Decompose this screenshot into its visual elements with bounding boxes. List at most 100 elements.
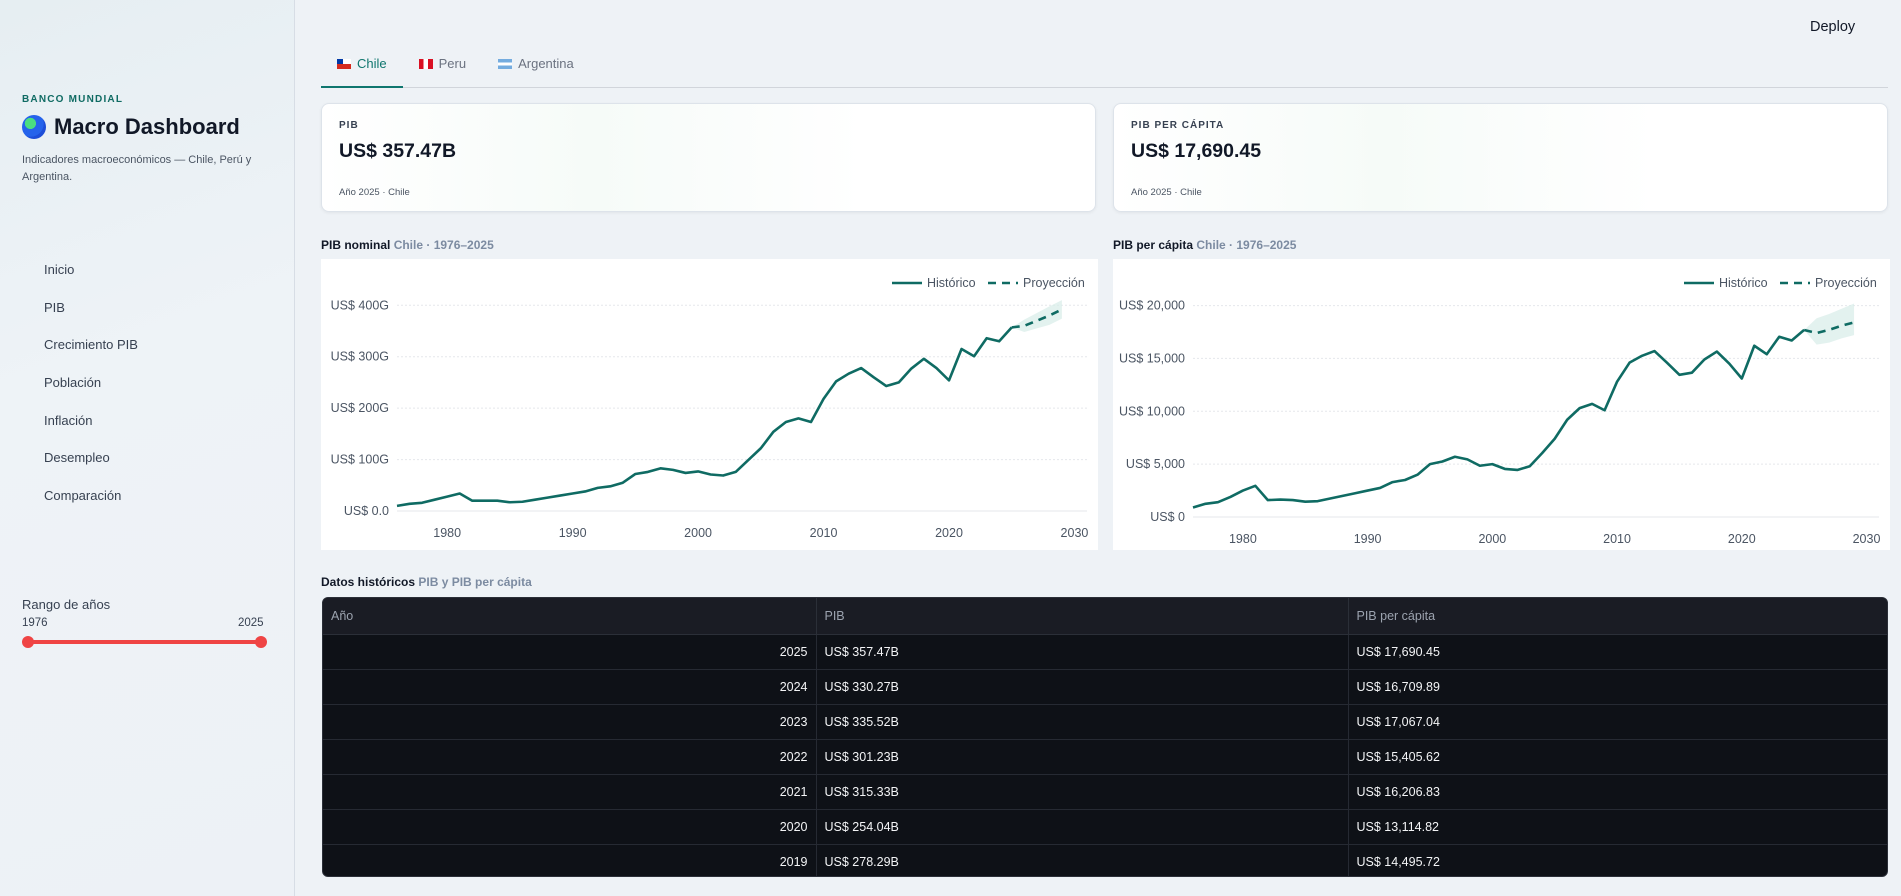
chart-title-sub: Chile · 1976–2025 [393, 238, 494, 252]
sidebar-item-inicio[interactable]: Inicio [44, 262, 75, 277]
chart-title-main: PIB nominal [321, 238, 391, 252]
y-tick-label: US$ 100G [331, 453, 389, 467]
chart-pib-per-capita-svg: US$ 0 US$ 5,000 US$ 10,000 US$ 15,000 US$ 20… [1119, 276, 1881, 546]
column-header-pib-per-capita[interactable]: PIB per cápita [1348, 598, 1887, 635]
cell-year[interactable]: 2022 [323, 739, 817, 775]
flag-peru-icon [418, 59, 433, 69]
brand-kicker: BANCO MUNDIAL [22, 94, 124, 105]
globe-icon [22, 115, 46, 139]
projection-line [1011, 308, 1063, 329]
chart-pib-per-capita[interactable]: US$ 0 US$ 5,000 US$ 10,000 US$ 15,000 US$ 20… [1113, 259, 1890, 550]
kpi-label: PIB PER CÁPITA [1131, 120, 1225, 131]
cell-pib[interactable]: US$ 330.27B [816, 669, 1349, 705]
cell-pib[interactable]: US$ 315.33B [816, 774, 1349, 810]
projection-line [1803, 321, 1855, 335]
kpi-footnote: Año 2025 · Chile [339, 187, 410, 198]
sidebar-nav: Inicio PIB Crecimiento PIB Población Inf… [44, 258, 138, 522]
y-tick-label: US$ 0.0 [344, 504, 389, 518]
chart-title-pib-per-capita: PIB per cápita Chile · 1976–2025 [1113, 238, 1296, 252]
tab-peru-label: Peru [438, 56, 467, 71]
kpi-value: US$ 357.47B [339, 140, 457, 162]
table-row: 2019 US$ 278.29B US$ 14,495.72 [323, 844, 1887, 876]
app-subtitle: Indicadores macroeconómicos — Chile, Per… [22, 154, 252, 183]
cell-year[interactable]: 2019 [323, 844, 817, 876]
table-row: 2020 US$ 254.04B US$ 13,114.82 [323, 809, 1887, 845]
cell-year[interactable]: 2024 [323, 669, 817, 705]
tab-argentina-label: Argentina [518, 56, 574, 71]
x-tick-label: 2010 [1603, 532, 1631, 546]
cell-pib-per-capita[interactable]: US$ 14,495.72 [1348, 844, 1887, 876]
tab-chile-label: Chile [357, 56, 387, 71]
table-row: 2023 US$ 335.52B US$ 17,067.04 [323, 704, 1887, 740]
historical-line [396, 326, 1013, 508]
cell-year[interactable]: 2025 [323, 634, 817, 670]
y-tick-label: US$ 10,000 [1119, 404, 1185, 418]
sidebar-item-pib[interactable]: PIB [44, 299, 65, 315]
cell-pib[interactable]: US$ 301.23B [816, 739, 1349, 775]
x-tick-label: 2020 [1728, 532, 1756, 546]
cell-year[interactable]: 2021 [323, 774, 817, 810]
x-tick-label: 2010 [810, 526, 838, 540]
legend-projection-label: Proyección [1023, 276, 1085, 290]
cell-pib-per-capita[interactable]: US$ 17,067.04 [1348, 704, 1887, 740]
table-row: 2022 US$ 301.23B US$ 15,405.62 [323, 739, 1887, 775]
cell-pib-per-capita[interactable]: US$ 15,405.62 [1348, 739, 1887, 775]
country-tabs: Chile Peru Argentina [321, 52, 1888, 88]
y-tick-label: US$ 300G [331, 350, 389, 364]
cell-pib-per-capita[interactable]: US$ 13,114.82 [1348, 809, 1887, 845]
sidebar-item-desempleo[interactable]: Desempleo [44, 450, 110, 466]
legend-historical-label: Histórico [927, 276, 976, 290]
table-row: 2024 US$ 330.27B US$ 16,709.89 [323, 669, 1887, 705]
kpi-card-pib: PIB US$ 357.47B Año 2025 · Chile [321, 103, 1096, 212]
table-title-sub: PIB y PIB per cápita [418, 575, 532, 589]
tab-chile[interactable]: Chile [321, 52, 403, 88]
table-row: 2021 US$ 315.33B US$ 16,206.83 [323, 774, 1887, 810]
column-header-pib[interactable]: PIB [816, 598, 1349, 635]
legend-projection-label: Proyección [1815, 276, 1877, 290]
chart-title-pib: PIB nominal Chile · 1976–2025 [321, 238, 494, 252]
kpi-value: US$ 17,690.45 [1131, 140, 1262, 162]
kpi-label: PIB [339, 120, 359, 131]
y-tick-label: US$ 400G [331, 298, 389, 312]
cell-pib-per-capita[interactable]: US$ 17,690.45 [1348, 634, 1887, 670]
cell-year[interactable]: 2023 [323, 704, 817, 740]
projection-band [1011, 300, 1062, 333]
app-title-text: Macro Dashboard [54, 114, 240, 139]
cell-year[interactable]: 2020 [323, 809, 817, 845]
table-title: Datos históricos PIB y PIB per cápita [321, 575, 532, 589]
sidebar-item-poblacion[interactable]: Población [44, 375, 102, 391]
cell-pib[interactable]: US$ 335.52B [816, 704, 1349, 740]
sidebar-item-crecimiento-pib[interactable]: Crecimiento PIB [44, 337, 138, 353]
chart-title-main: PIB per cápita [1113, 238, 1194, 252]
kpi-footnote: Año 2025 · Chile [1131, 187, 1202, 198]
sidebar-item-inflacion[interactable]: Inflación [44, 412, 93, 428]
year-range-slider-track[interactable] [28, 640, 261, 644]
y-tick-label: US$ 5,000 [1126, 457, 1185, 471]
sidebar: BANCO MUNDIAL Macro Dashboard Indicadore… [0, 0, 295, 896]
cell-pib[interactable]: US$ 254.04B [816, 809, 1349, 845]
year-range-max-handle[interactable] [255, 636, 267, 648]
tab-argentina[interactable]: Argentina [482, 52, 590, 88]
chart-title-sub: Chile · 1976–2025 [1196, 238, 1297, 252]
table-header-row: Año PIB PIB per cápita [323, 598, 1887, 635]
data-table: Año PIB PIB per cápita 2025 US$ 357.47B US… [323, 598, 1887, 876]
y-tick-label: US$ 200G [331, 401, 389, 415]
sidebar-item-comparacion[interactable]: Comparación [44, 488, 122, 504]
x-tick-label: 1980 [1229, 532, 1257, 546]
y-tick-label: US$ 20,000 [1119, 299, 1185, 313]
year-range-min-value: 1976 [22, 617, 48, 629]
column-header-ano[interactable]: Año [323, 598, 817, 635]
year-range-label: Rango de años [22, 597, 111, 612]
cell-pib-per-capita[interactable]: US$ 16,709.89 [1348, 669, 1887, 705]
historical-data-table[interactable]: Año PIB PIB per cápita 2025 US$ 357.47B US… [322, 597, 1888, 877]
year-range-min-handle[interactable] [22, 636, 34, 648]
chart-pib-nominal[interactable]: US$ 0.0 US$ 100G US$ 200G US$ 300G US$ 400G 1… [321, 259, 1098, 550]
deploy-button[interactable]: Deploy [1810, 19, 1856, 35]
cell-pib-per-capita[interactable]: US$ 16,206.83 [1348, 774, 1887, 810]
flag-chile-icon [337, 59, 351, 69]
cell-pib[interactable]: US$ 278.29B [816, 844, 1349, 876]
x-tick-label: 2030 [1061, 526, 1089, 540]
cell-pib[interactable]: US$ 357.47B [816, 634, 1349, 670]
tab-peru[interactable]: Peru [403, 52, 482, 88]
x-tick-label: 1990 [1354, 532, 1382, 546]
